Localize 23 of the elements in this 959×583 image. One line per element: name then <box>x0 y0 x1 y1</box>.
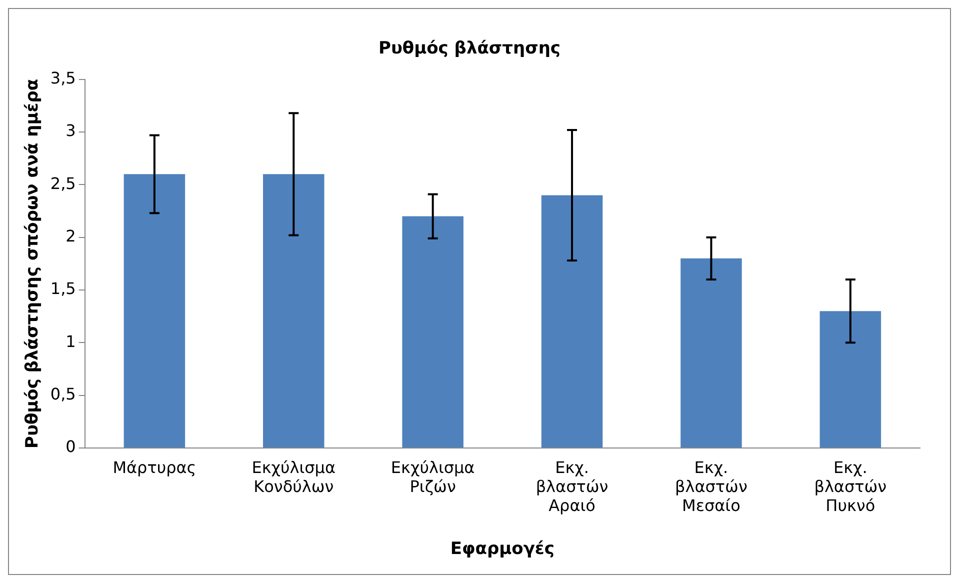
x-tick-label: Εκχ. βλαστών Μεσαίο <box>675 458 748 516</box>
x-axis-title: Εφαρμογές <box>450 539 554 560</box>
bar <box>680 258 742 448</box>
bar <box>402 216 464 448</box>
chart-title: Ρυθμός βλάστησης <box>378 38 561 59</box>
bar <box>124 174 186 448</box>
x-tick-label: Εκχύλισμα Ριζών <box>390 458 475 496</box>
y-axis-title: Ρυθμός βλάστησης σπόρων ανά ημέρα <box>22 78 43 448</box>
x-tick-label: Εκχ. βλαστών Αραιό <box>536 458 608 516</box>
x-tick-label: Μάρτυρας <box>112 458 196 477</box>
x-tick-label: Εκχ. βλαστών Πυκνό <box>814 458 887 516</box>
y-tick-label: 3 <box>66 121 76 140</box>
y-tick-label: 0 <box>66 437 76 456</box>
y-tick-label: 1 <box>66 332 76 351</box>
y-tick-label: 1,5 <box>50 279 76 298</box>
y-tick-label: 0,5 <box>50 384 76 404</box>
bar <box>263 174 324 448</box>
x-tick-label: Εκχύλισμα Κονδύλων <box>252 458 336 496</box>
y-tick-label: 2 <box>66 226 76 246</box>
bar <box>820 311 882 448</box>
bar <box>541 195 603 448</box>
y-tick-label: 3,5 <box>50 68 76 88</box>
y-tick-label: 2,5 <box>50 174 76 193</box>
